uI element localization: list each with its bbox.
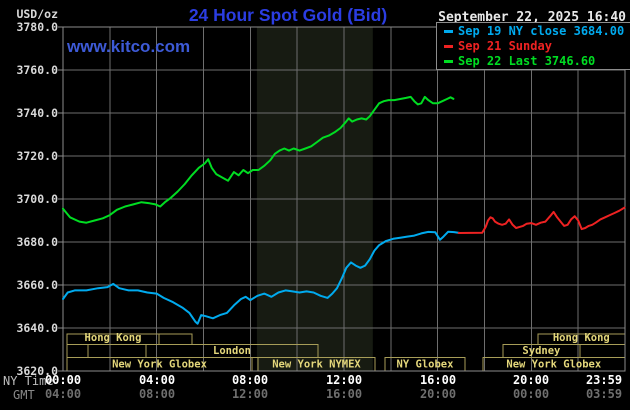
page-title: 24 Hour Spot Gold (Bid)	[188, 5, 388, 25]
x-tick-label-ny: 12:00	[325, 373, 363, 387]
y-axis-units-label: USD/oz	[16, 7, 58, 21]
legend-item-label: Sep 19 NY close 3684.00	[458, 24, 625, 38]
y-tick-label: 3660.0	[16, 278, 58, 292]
x-tick-label-gmt: 04:00	[44, 387, 82, 401]
series-line-sep22	[62, 95, 455, 224]
session-label: New York Globex	[112, 359, 208, 371]
series-line-sep19	[62, 230, 461, 325]
legend-item: Sep 19 NY close 3684.00	[444, 24, 630, 38]
session-box	[158, 333, 193, 345]
y-tick-label: 3640.0	[16, 321, 58, 335]
legend: Sep 19 NY close 3684.00 Sep 21 Sunday Se…	[436, 22, 630, 70]
kitco-watermark: www.kitco.com	[67, 37, 191, 56]
x-tick-label-gmt: 00:00	[512, 387, 550, 401]
session-label: London	[213, 345, 251, 357]
x-tick-label-ny: 08:00	[231, 373, 269, 387]
y-tick-label: 3680.0	[16, 235, 58, 249]
x-tick-label-gmt: 20:00	[419, 387, 457, 401]
session-label: Hong Kong	[85, 332, 142, 344]
x-tick-label-gmt: 12:00	[231, 387, 269, 401]
y-tick-label: 3700.0	[16, 192, 58, 206]
legend-item: Sep 22 Last 3746.60	[444, 54, 630, 68]
legend-dash-icon	[444, 29, 453, 33]
y-tick-label: 3740.0	[16, 106, 58, 120]
y-tick-label: 3780.0	[16, 20, 58, 34]
y-tick-label: 3620.0	[16, 364, 58, 378]
y-tick-label: 3760.0	[16, 63, 58, 77]
x-tick-label-ny: 16:00	[419, 373, 457, 387]
x-tick-label-gmt: 03:59	[585, 387, 623, 401]
x-tick-label-ny: 23:59	[585, 373, 623, 387]
session-box	[66, 344, 89, 358]
x-tick-label-gmt: 16:00	[325, 387, 363, 401]
legend-dash-icon	[444, 44, 453, 48]
x-tick-label-gmt: 08:00	[138, 387, 176, 401]
x-axis-ny-time-label: NY Time	[3, 374, 54, 388]
x-axis-gmt-label: GMT	[13, 388, 35, 402]
chart-datetime: September 22, 2025 16:40	[438, 10, 626, 25]
session-box	[579, 344, 626, 358]
legend-item-label: Sep 21 Sunday	[458, 39, 552, 53]
x-tick-label-ny: 20:00	[512, 373, 550, 387]
session-label: New York NYMEX	[272, 359, 361, 371]
x-tick-label-ny: 00:00	[44, 373, 82, 387]
session-label: NY Globex	[397, 359, 455, 371]
session-box	[87, 344, 147, 358]
session-label: Sydney	[522, 345, 561, 357]
x-tick-label-ny: 04:00	[138, 373, 176, 387]
session-label: Hong Kong	[553, 332, 610, 344]
series-line-sep21	[457, 206, 626, 234]
session-label: New York Globex	[506, 359, 602, 371]
legend-dash-icon	[444, 59, 453, 63]
legend-item: Sep 21 Sunday	[444, 39, 630, 53]
legend-item-label: Sep 22 Last 3746.60	[458, 54, 596, 68]
y-tick-label: 3720.0	[16, 149, 58, 163]
